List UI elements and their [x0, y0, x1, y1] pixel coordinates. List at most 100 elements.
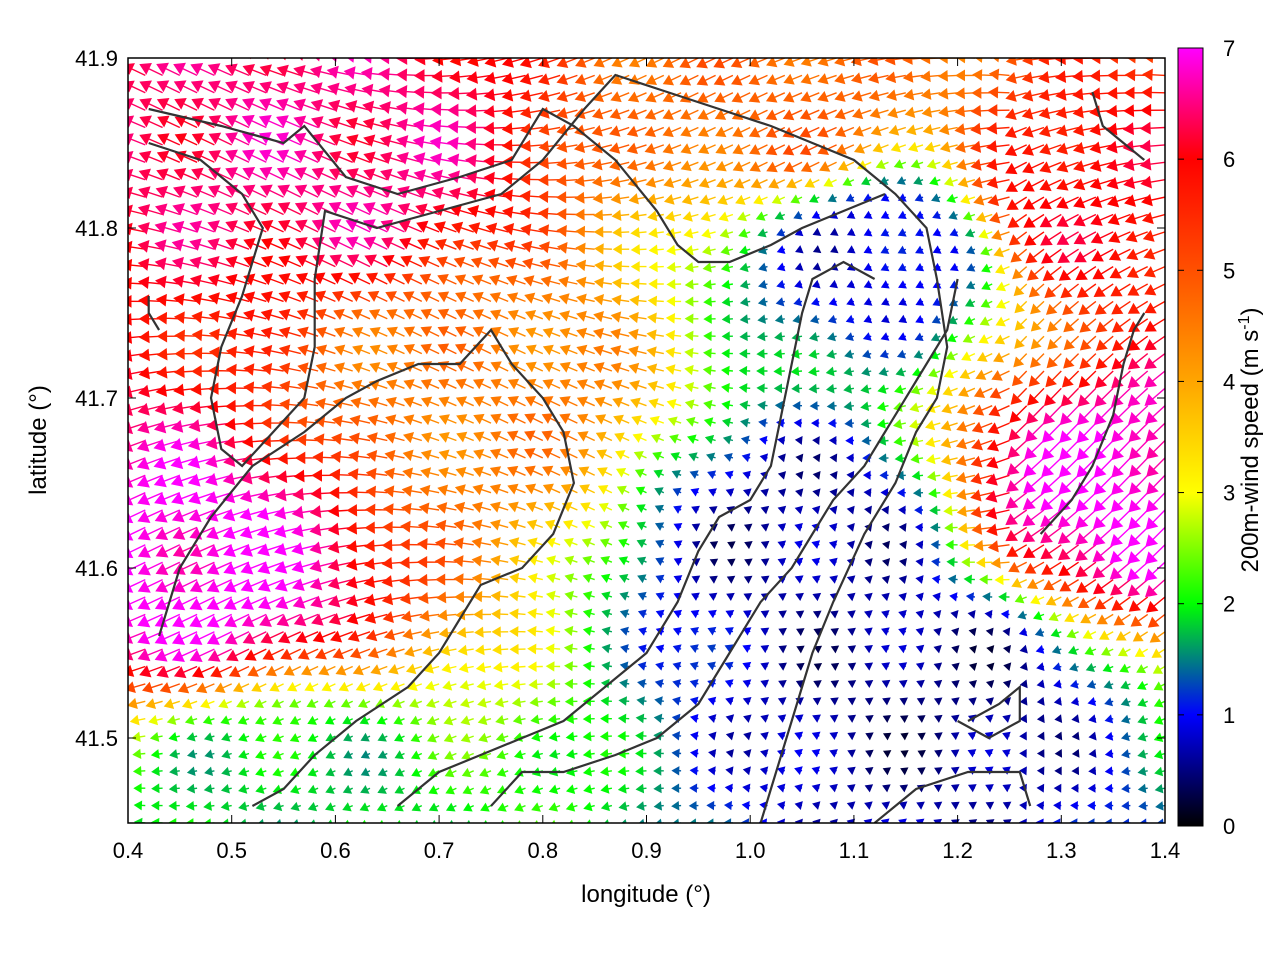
wind-arrow [524, 292, 544, 304]
wind-arrow [128, 718, 129, 720]
wind-arrow [247, 665, 267, 677]
x-tick-label: 0.7 [424, 838, 455, 863]
wind-arrow [470, 257, 492, 269]
wind-arrow [259, 149, 284, 163]
wind-arrow [260, 326, 284, 340]
wind-arrow [207, 184, 232, 198]
wind-arrow [458, 662, 474, 673]
wind-arrow [897, 228, 907, 237]
wind-arrow [202, 715, 215, 725]
wind-arrow [1054, 714, 1063, 724]
wind-arrow [662, 160, 682, 172]
wind-arrow [882, 697, 891, 706]
wind-arrow [1124, 194, 1148, 207]
wind-arrow [527, 643, 543, 655]
wind-arrow [195, 682, 215, 694]
wind-arrow [1013, 353, 1028, 368]
wind-arrow [808, 349, 820, 359]
wind-arrow [908, 141, 924, 153]
wind-arrow [558, 293, 578, 305]
wind-arrow [331, 415, 353, 427]
colorbar-tick-label: 4 [1223, 369, 1235, 394]
wind-arrow [1110, 579, 1131, 596]
wind-arrow [1079, 335, 1097, 351]
wind-arrow [760, 558, 770, 567]
wind-arrow [800, 58, 820, 67]
wind-arrow [933, 697, 943, 706]
wind-arrow [1087, 697, 1097, 707]
wind-arrow [1023, 457, 1045, 477]
wind-arrow [698, 143, 716, 155]
wind-arrow [207, 202, 232, 216]
wind-arrow [900, 767, 909, 776]
wind-arrow [860, 384, 872, 394]
wind-arrow [794, 714, 804, 723]
wind-arrow [128, 385, 146, 399]
wind-arrow [916, 801, 925, 810]
wind-arrow [260, 362, 284, 376]
wind-arrow [881, 592, 890, 602]
wind-arrow [817, 126, 837, 138]
wind-arrow [768, 178, 786, 189]
wind-arrow [538, 224, 561, 237]
wind-arrow [367, 646, 388, 659]
wind-arrow [538, 173, 561, 187]
wind-arrow [985, 473, 1010, 486]
wind-arrow [893, 159, 907, 169]
wind-arrow [963, 315, 976, 325]
wind-arrow [225, 149, 250, 163]
wind-arrow [576, 327, 595, 339]
wind-arrow [153, 438, 180, 452]
wind-arrow [1054, 766, 1062, 776]
wind-arrow [225, 202, 250, 216]
wind-arrow [594, 243, 612, 255]
wind-arrow [845, 314, 855, 324]
wind-arrow [329, 254, 354, 268]
wind-arrow [739, 348, 751, 359]
wind-arrow [437, 274, 457, 286]
wind-arrow [1108, 248, 1131, 261]
wind-arrow [648, 227, 664, 239]
wind-arrow [154, 257, 180, 271]
wind-arrow [258, 596, 284, 610]
wind-arrow [420, 326, 440, 337]
wind-arrow [542, 344, 561, 356]
wind-arrow [155, 526, 181, 541]
wind-arrow [616, 485, 630, 496]
wind-arrow [626, 142, 647, 155]
wind-arrow [881, 662, 891, 671]
wind-arrow [1144, 579, 1165, 598]
wind-arrow [1036, 766, 1045, 776]
contour-line [147, 296, 161, 331]
wind-arrow [968, 680, 977, 689]
wind-arrow [575, 58, 595, 68]
wind-arrow [310, 82, 336, 95]
wind-arrow [1002, 714, 1011, 723]
wind-arrow [224, 613, 250, 628]
wind-arrow [985, 680, 995, 689]
wind-arrow [1111, 405, 1131, 425]
wind-arrow [743, 610, 752, 619]
wind-arrow [1061, 596, 1079, 607]
wind-arrow [672, 818, 682, 823]
wind-arrow [1130, 613, 1149, 627]
wind-arrow [895, 367, 907, 377]
wind-arrow [1139, 157, 1165, 171]
wind-arrow [455, 308, 474, 320]
wind-arrow [1018, 627, 1028, 637]
wind-arrow [932, 245, 942, 254]
wind-arrow [434, 555, 457, 568]
wind-arrow [867, 71, 889, 84]
wind-arrow [483, 121, 509, 135]
wind-arrow [760, 714, 769, 723]
wind-arrow [794, 505, 804, 515]
wind-arrow [829, 749, 838, 758]
wind-arrow [638, 627, 647, 636]
wind-arrow [941, 471, 958, 483]
wind-arrow [766, 161, 786, 173]
wind-arrow [420, 449, 440, 461]
wind-arrow [471, 274, 492, 286]
wind-arrow [1052, 662, 1062, 672]
wind-arrow [1121, 801, 1131, 811]
wind-arrow [915, 280, 925, 289]
